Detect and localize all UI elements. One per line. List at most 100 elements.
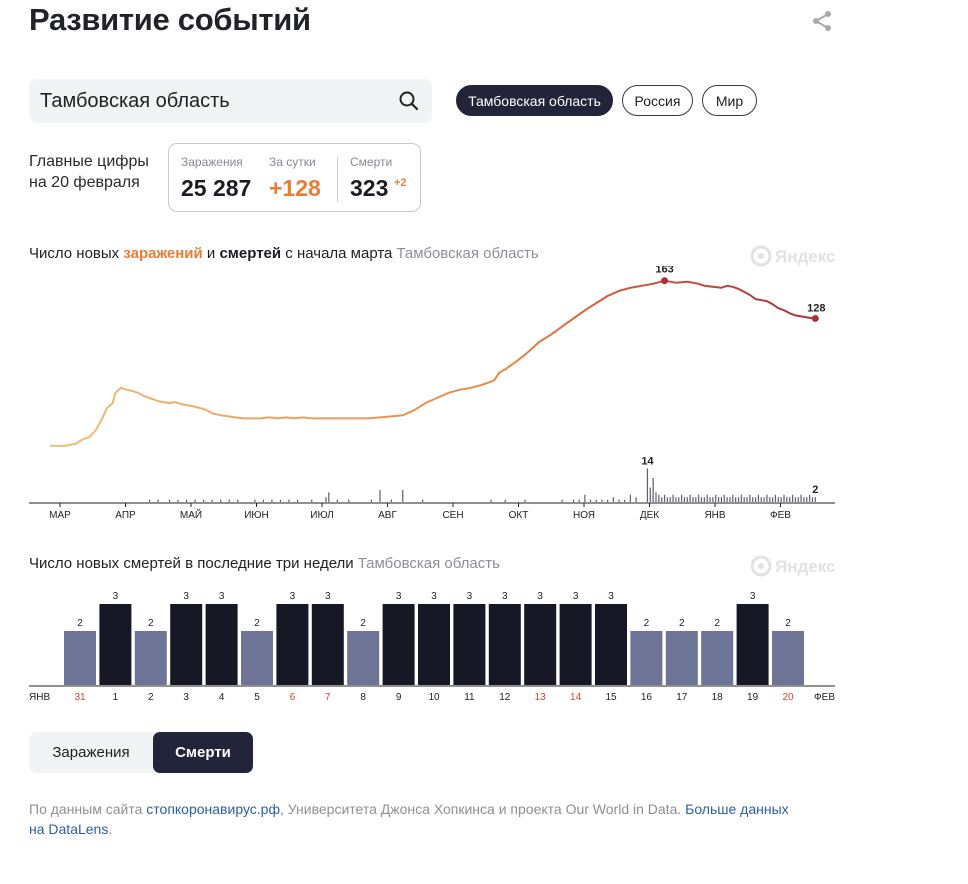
bar-value-label: 3 (750, 591, 756, 602)
death-bar (228, 499, 230, 502)
datalens-link-line2[interactable]: на DataLens (29, 821, 109, 837)
chart1-title-part1: Число новых (29, 245, 124, 262)
bar-15 (595, 604, 627, 685)
search-icon[interactable] (398, 90, 420, 112)
death-bar (709, 497, 711, 502)
month-label-1: АПР (115, 510, 136, 521)
chart1-region: Тамбовская область (396, 245, 539, 262)
yandex-watermark-1: Яндекс (751, 245, 835, 267)
day-label: 5 (254, 692, 260, 703)
death-bar (328, 492, 330, 502)
death-bar (715, 494, 717, 502)
death-bar (783, 494, 785, 502)
death-bar (379, 490, 381, 502)
death-bar (618, 499, 620, 502)
bar-value-label: 3 (396, 591, 402, 602)
bar-value-label: 3 (219, 591, 225, 602)
headline-date: на 20 февраля (29, 174, 140, 191)
death-bar (601, 499, 603, 502)
day-label: 2 (148, 692, 154, 703)
day-label: 13 (535, 692, 547, 703)
source-link-stopcoronavirus[interactable]: стопкоронавирус.рф (146, 801, 280, 817)
bar-9 (382, 604, 415, 685)
region-tab-tambov[interactable]: Тамбовская область (456, 85, 613, 116)
death-bar (811, 497, 814, 502)
day-label: 15 (605, 692, 617, 703)
bar-value-label: 2 (77, 618, 83, 629)
month-label-5: АВГ (378, 510, 397, 521)
end-month-label: ФЕВ (814, 692, 835, 703)
day-label: 18 (712, 692, 724, 703)
bar-value-label: 2 (254, 618, 260, 629)
death-bar (370, 499, 373, 502)
death-bar (749, 494, 751, 502)
bar-value-label: 3 (325, 591, 331, 602)
death-bar (194, 499, 196, 502)
bar-value-label: 2 (360, 618, 366, 629)
death-bar (237, 499, 239, 502)
death-bar (490, 499, 492, 502)
daily-label: За сутки (269, 155, 316, 169)
bar-13 (524, 604, 557, 685)
month-label-10: ЯНВ (704, 510, 725, 521)
day-label: 10 (428, 692, 440, 703)
peak-point (661, 277, 669, 285)
month-label-2: МАЙ (180, 508, 202, 521)
datalens-link[interactable]: Больше данных (685, 801, 789, 817)
bar-value-label: 2 (714, 618, 720, 629)
chart2-title-text: Число новых смертей в последние три неде… (29, 555, 354, 572)
death-bar (288, 499, 290, 502)
death-bar (336, 499, 338, 502)
headline-line1: Главные цифры (29, 153, 149, 170)
death-bar (720, 497, 723, 502)
yandex-watermark-2: Яндекс (751, 555, 835, 577)
deaths-last-label: 2 (812, 484, 818, 496)
search-input[interactable] (40, 79, 390, 123)
death-bar (769, 497, 771, 502)
month-label-3: ИЮН (244, 510, 269, 521)
death-bar (680, 494, 683, 502)
death-bar (766, 494, 768, 502)
bar-18 (701, 631, 734, 685)
death-bar (584, 494, 586, 502)
day-label: 9 (396, 692, 402, 703)
death-bar (624, 499, 626, 502)
chart-infections-deaths: МАР АПР МАЙ ИЮН ИЮЛ АВГ СЕН ОКТ НОЯ ДЕК ЯНВ ФЕВ 163… (29, 266, 835, 521)
death-bar (803, 497, 805, 502)
death-bar (220, 499, 222, 502)
bar-value-label: 3 (502, 591, 508, 602)
footer-sources: По данным сайта стопкоронавирус.рф, Унив… (29, 799, 829, 839)
death-bar (185, 499, 188, 502)
death-bar (390, 499, 392, 502)
death-bar (661, 497, 663, 502)
death-bar (800, 494, 802, 502)
death-bar (737, 497, 740, 502)
infections-line (50, 279, 816, 447)
yandex-logo-icon (751, 245, 772, 267)
death-bar (772, 497, 774, 502)
bar-12 (488, 604, 521, 685)
stats-divider (337, 157, 338, 202)
day-label: 20 (782, 692, 794, 703)
toggle-infections-button[interactable]: Заражения (52, 744, 130, 761)
toggle-deaths-button[interactable]: Смерти (153, 732, 253, 773)
day-label: 4 (219, 692, 225, 703)
region-tab-world[interactable]: Мир (702, 85, 757, 116)
death-bar (148, 499, 151, 502)
death-bar (735, 497, 737, 502)
chart1-title-part3: с начала марта (281, 245, 393, 262)
death-bar (757, 494, 760, 502)
bar-value-label: 3 (113, 591, 119, 602)
share-icon[interactable] (811, 10, 833, 32)
death-bar (754, 497, 757, 502)
last-point (811, 314, 819, 322)
death-bar (692, 497, 694, 502)
region-tab-russia[interactable]: Россия (622, 85, 693, 116)
chart1-title: Число новых заражений и смертей с начала… (29, 245, 539, 262)
start-month-label: ЯНВ (29, 692, 50, 703)
deaths-delta: +2 (394, 177, 407, 189)
death-bar (686, 497, 688, 502)
death-bar (296, 499, 299, 502)
bar-7 (311, 604, 344, 685)
death-bar (279, 499, 282, 502)
